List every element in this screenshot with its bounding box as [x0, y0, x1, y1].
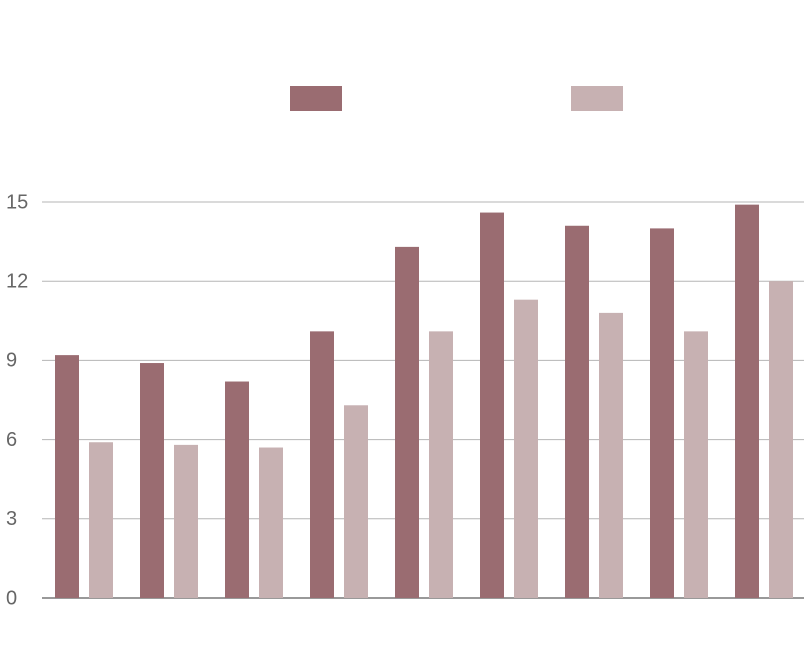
bar — [650, 228, 674, 598]
bar — [395, 246, 419, 598]
legend-swatch — [571, 86, 623, 111]
y-tick-label: 6 — [6, 429, 17, 451]
bar — [89, 442, 113, 598]
bar — [55, 355, 79, 598]
bar — [225, 381, 249, 598]
bar — [344, 405, 368, 598]
bar — [259, 447, 283, 598]
y-tick-label: 9 — [6, 350, 17, 372]
y-tick-label: 0 — [6, 587, 17, 609]
bar — [735, 204, 759, 598]
bar — [480, 212, 504, 598]
bar — [310, 331, 334, 598]
y-tick-label: 12 — [6, 270, 28, 292]
y-tick-label: 3 — [6, 508, 17, 530]
y-tick-label: 15 — [6, 191, 28, 213]
bar — [769, 281, 793, 598]
bar — [140, 363, 164, 598]
bar — [599, 312, 623, 598]
bar — [174, 444, 198, 598]
bar — [514, 299, 538, 598]
bar — [429, 331, 453, 598]
bar — [565, 225, 589, 598]
legend-swatch — [290, 86, 342, 111]
bar — [684, 331, 708, 598]
